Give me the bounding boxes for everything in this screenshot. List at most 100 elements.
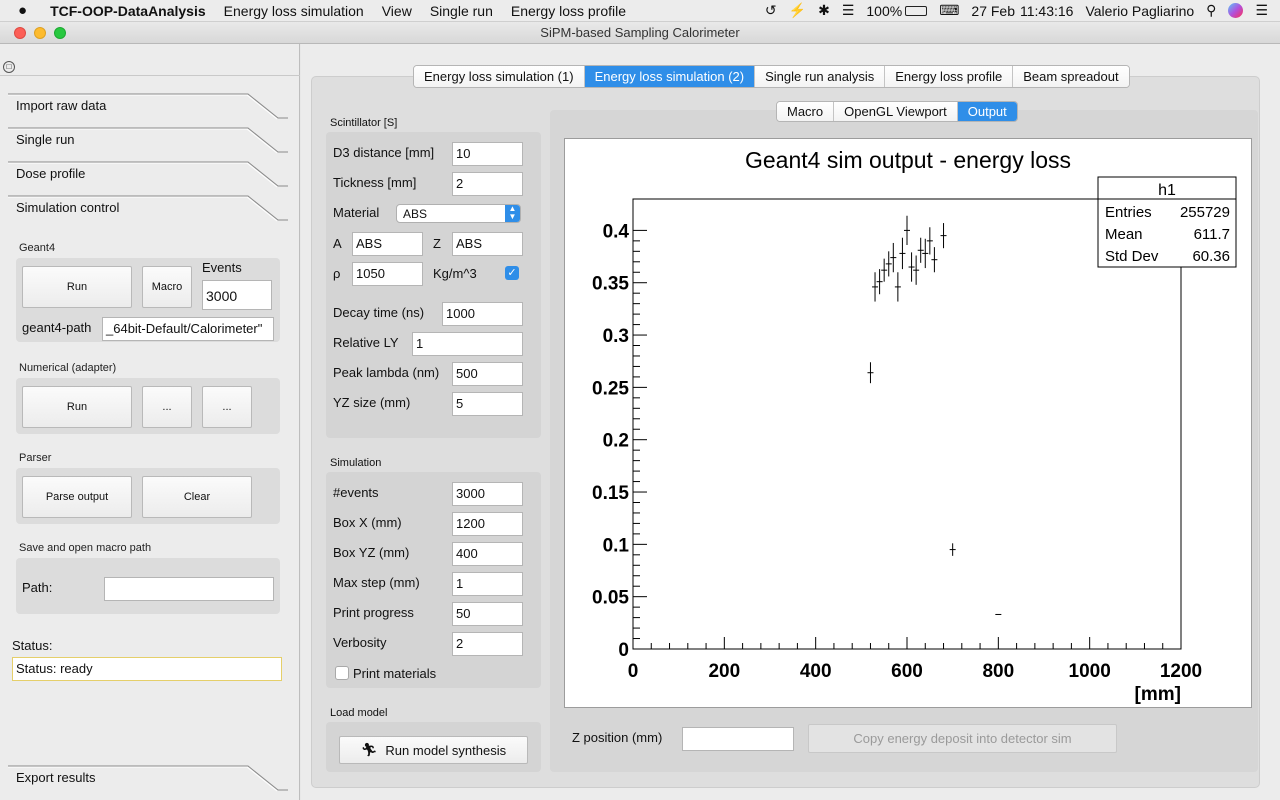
- d3-distance-input[interactable]: 10: [452, 142, 523, 166]
- bluetooth-icon[interactable]: ✱: [818, 2, 830, 18]
- tab-single-run-analysis[interactable]: Single run analysis: [754, 66, 885, 87]
- macro-path-input[interactable]: [104, 577, 274, 601]
- yz-size-input[interactable]: 5: [452, 392, 523, 416]
- zoom-window-button[interactable]: [54, 27, 66, 39]
- tab-energy-loss-simulation-1[interactable]: Energy loss simulation (1): [414, 66, 584, 87]
- print-progress-input[interactable]: 50: [452, 602, 523, 626]
- menubar-user[interactable]: Valerio Pagliarino: [1085, 2, 1195, 19]
- box-x-label: Box X (mm): [333, 515, 402, 530]
- menu-bar: ● TCF-OOP-DataAnalysis Energy loss simul…: [0, 0, 1280, 22]
- d3-distance-label: D3 distance [mm]: [333, 145, 435, 160]
- peak-lambda-label: Peak lambda (nm): [333, 365, 440, 380]
- menu-single-run[interactable]: Single run: [429, 2, 493, 19]
- events-count-input[interactable]: 3000: [452, 482, 523, 506]
- simulation-section-title: Simulation: [330, 457, 382, 469]
- material-select[interactable]: ABS ▲ ▼: [396, 204, 521, 223]
- verbosity-input[interactable]: 2: [452, 632, 523, 656]
- run-model-synthesis-button[interactable]: 🏃︎ Run model synthesis: [339, 736, 528, 764]
- print-materials-checkbox[interactable]: [335, 666, 349, 680]
- events-count-label: #events: [333, 485, 379, 500]
- stats-value: 611.7: [1194, 226, 1230, 243]
- events-label: Events: [202, 260, 242, 275]
- subtab-opengl-viewport[interactable]: OpenGL Viewport: [833, 102, 957, 121]
- apple-menu-icon[interactable]: ●: [18, 2, 28, 19]
- rho-unit-label: Kg/m^3: [433, 266, 477, 281]
- flux-icon[interactable]: ⚡: [788, 2, 807, 18]
- geant4-run-button[interactable]: Run: [22, 266, 132, 308]
- sidebar-item-export-results[interactable]: Export results: [8, 764, 288, 796]
- decay-time-input[interactable]: 1000: [442, 302, 523, 326]
- numerical-group-title: Numerical (adapter): [19, 362, 117, 374]
- rho-input[interactable]: 1050: [352, 262, 423, 286]
- box-x-input[interactable]: 1200: [452, 512, 523, 536]
- x-tick-label: 400: [800, 661, 832, 682]
- copy-energy-deposit-button[interactable]: Copy energy deposit into detector sim: [808, 724, 1117, 753]
- sidebar-item-label: Simulation control: [16, 200, 120, 215]
- close-window-button[interactable]: [14, 27, 26, 39]
- numerical-option-button-1[interactable]: ...: [142, 386, 192, 428]
- clear-button[interactable]: Clear: [142, 476, 252, 518]
- numerical-run-button[interactable]: Run: [22, 386, 132, 428]
- battery-icon[interactable]: [905, 5, 928, 16]
- geant4-path-input[interactable]: _64bit-Default/Calorimeter": [102, 317, 274, 341]
- sidebar-item-dose-profile[interactable]: Dose profile: [8, 160, 288, 192]
- sidebar-item-single-run[interactable]: Single run: [8, 126, 288, 158]
- thickness-label: Tickness [mm]: [333, 175, 417, 190]
- geant4-macro-button[interactable]: Macro: [142, 266, 192, 308]
- battery-label[interactable]: 100%: [866, 2, 903, 19]
- run-model-synthesis-label: Run model synthesis: [385, 742, 507, 758]
- max-step-input[interactable]: 1: [452, 572, 523, 596]
- rho-checkbox[interactable]: ✓: [505, 266, 519, 280]
- y-tick-label: 0.1: [603, 535, 630, 556]
- stats-box: [1097, 176, 1237, 268]
- menubar-time[interactable]: 11:43:16: [1020, 2, 1074, 19]
- numerical-option-button-2[interactable]: ...: [202, 386, 252, 428]
- chart-title: Geant4 sim output - energy loss: [745, 147, 1071, 173]
- peak-lambda-input[interactable]: 500: [452, 362, 523, 386]
- notification-center-icon[interactable]: ☰: [1255, 2, 1268, 18]
- dock-separator: [0, 75, 300, 76]
- wifi-icon[interactable]: ☰: [841, 2, 855, 18]
- relative-ly-input[interactable]: 1: [412, 332, 523, 356]
- keyboard-icon[interactable]: ⌨: [939, 2, 960, 18]
- y-tick-label: 0.4: [603, 221, 630, 242]
- tab-beam-spreadout[interactable]: Beam spreadout: [1012, 66, 1129, 87]
- z-input[interactable]: ABS: [452, 232, 523, 256]
- window-title: SiPM-based Sampling Calorimeter: [540, 25, 740, 40]
- events-input[interactable]: 3000: [202, 280, 272, 310]
- stats-label: Mean: [1105, 226, 1143, 243]
- tab-energy-loss-profile[interactable]: Energy loss profile: [884, 66, 1013, 87]
- time-machine-icon[interactable]: ↺: [764, 2, 777, 18]
- thickness-input[interactable]: 2: [452, 172, 523, 196]
- menu-view[interactable]: View: [381, 2, 412, 19]
- subtab-output[interactable]: Output: [956, 102, 1017, 121]
- y-tick-label: 0.35: [592, 274, 629, 295]
- sidebar-item-simulation-control[interactable]: Simulation control: [8, 194, 288, 226]
- x-tick-label: 0: [628, 661, 639, 682]
- x-tick-label: 1200: [1160, 661, 1202, 682]
- minimize-window-button[interactable]: [34, 27, 46, 39]
- x-tick-label: 800: [982, 661, 1014, 682]
- parse-output-button[interactable]: Parse output: [22, 476, 132, 518]
- siri-icon[interactable]: [1228, 3, 1244, 18]
- spotlight-icon[interactable]: ⚲: [1206, 2, 1217, 18]
- subtab-macro[interactable]: Macro: [777, 102, 834, 121]
- chart-canvas[interactable]: Geant4 sim output - energy loss 0 200 400 60…: [564, 138, 1252, 708]
- macro-path-group-title: Save and open macro path: [19, 542, 152, 554]
- dock-float-icon[interactable]: □: [3, 61, 15, 73]
- x-tick-label: 1000: [1069, 661, 1111, 682]
- yz-size-label: YZ size (mm): [333, 395, 411, 410]
- z-position-input[interactable]: [682, 727, 794, 751]
- app-menu[interactable]: TCF-OOP-DataAnalysis: [50, 2, 206, 19]
- main-tab-bar: Energy loss simulation (1) Energy loss s…: [413, 65, 1130, 88]
- box-yz-input[interactable]: 400: [452, 542, 523, 566]
- sidebar-item-import-raw-data[interactable]: Import raw data: [8, 92, 288, 124]
- menubar-date[interactable]: 27 Feb: [971, 2, 1015, 19]
- a-input[interactable]: ABS: [352, 232, 423, 256]
- menu-energy-loss-profile[interactable]: Energy loss profile: [510, 2, 627, 19]
- scintillator-section-title: Scintillator [S]: [330, 117, 398, 129]
- sidebar-item-label: Dose profile: [16, 166, 86, 181]
- tab-energy-loss-simulation-2[interactable]: Energy loss simulation (2): [583, 66, 755, 87]
- parser-group-title: Parser: [19, 452, 52, 464]
- menu-energy-loss-simulation[interactable]: Energy loss simulation: [223, 2, 364, 19]
